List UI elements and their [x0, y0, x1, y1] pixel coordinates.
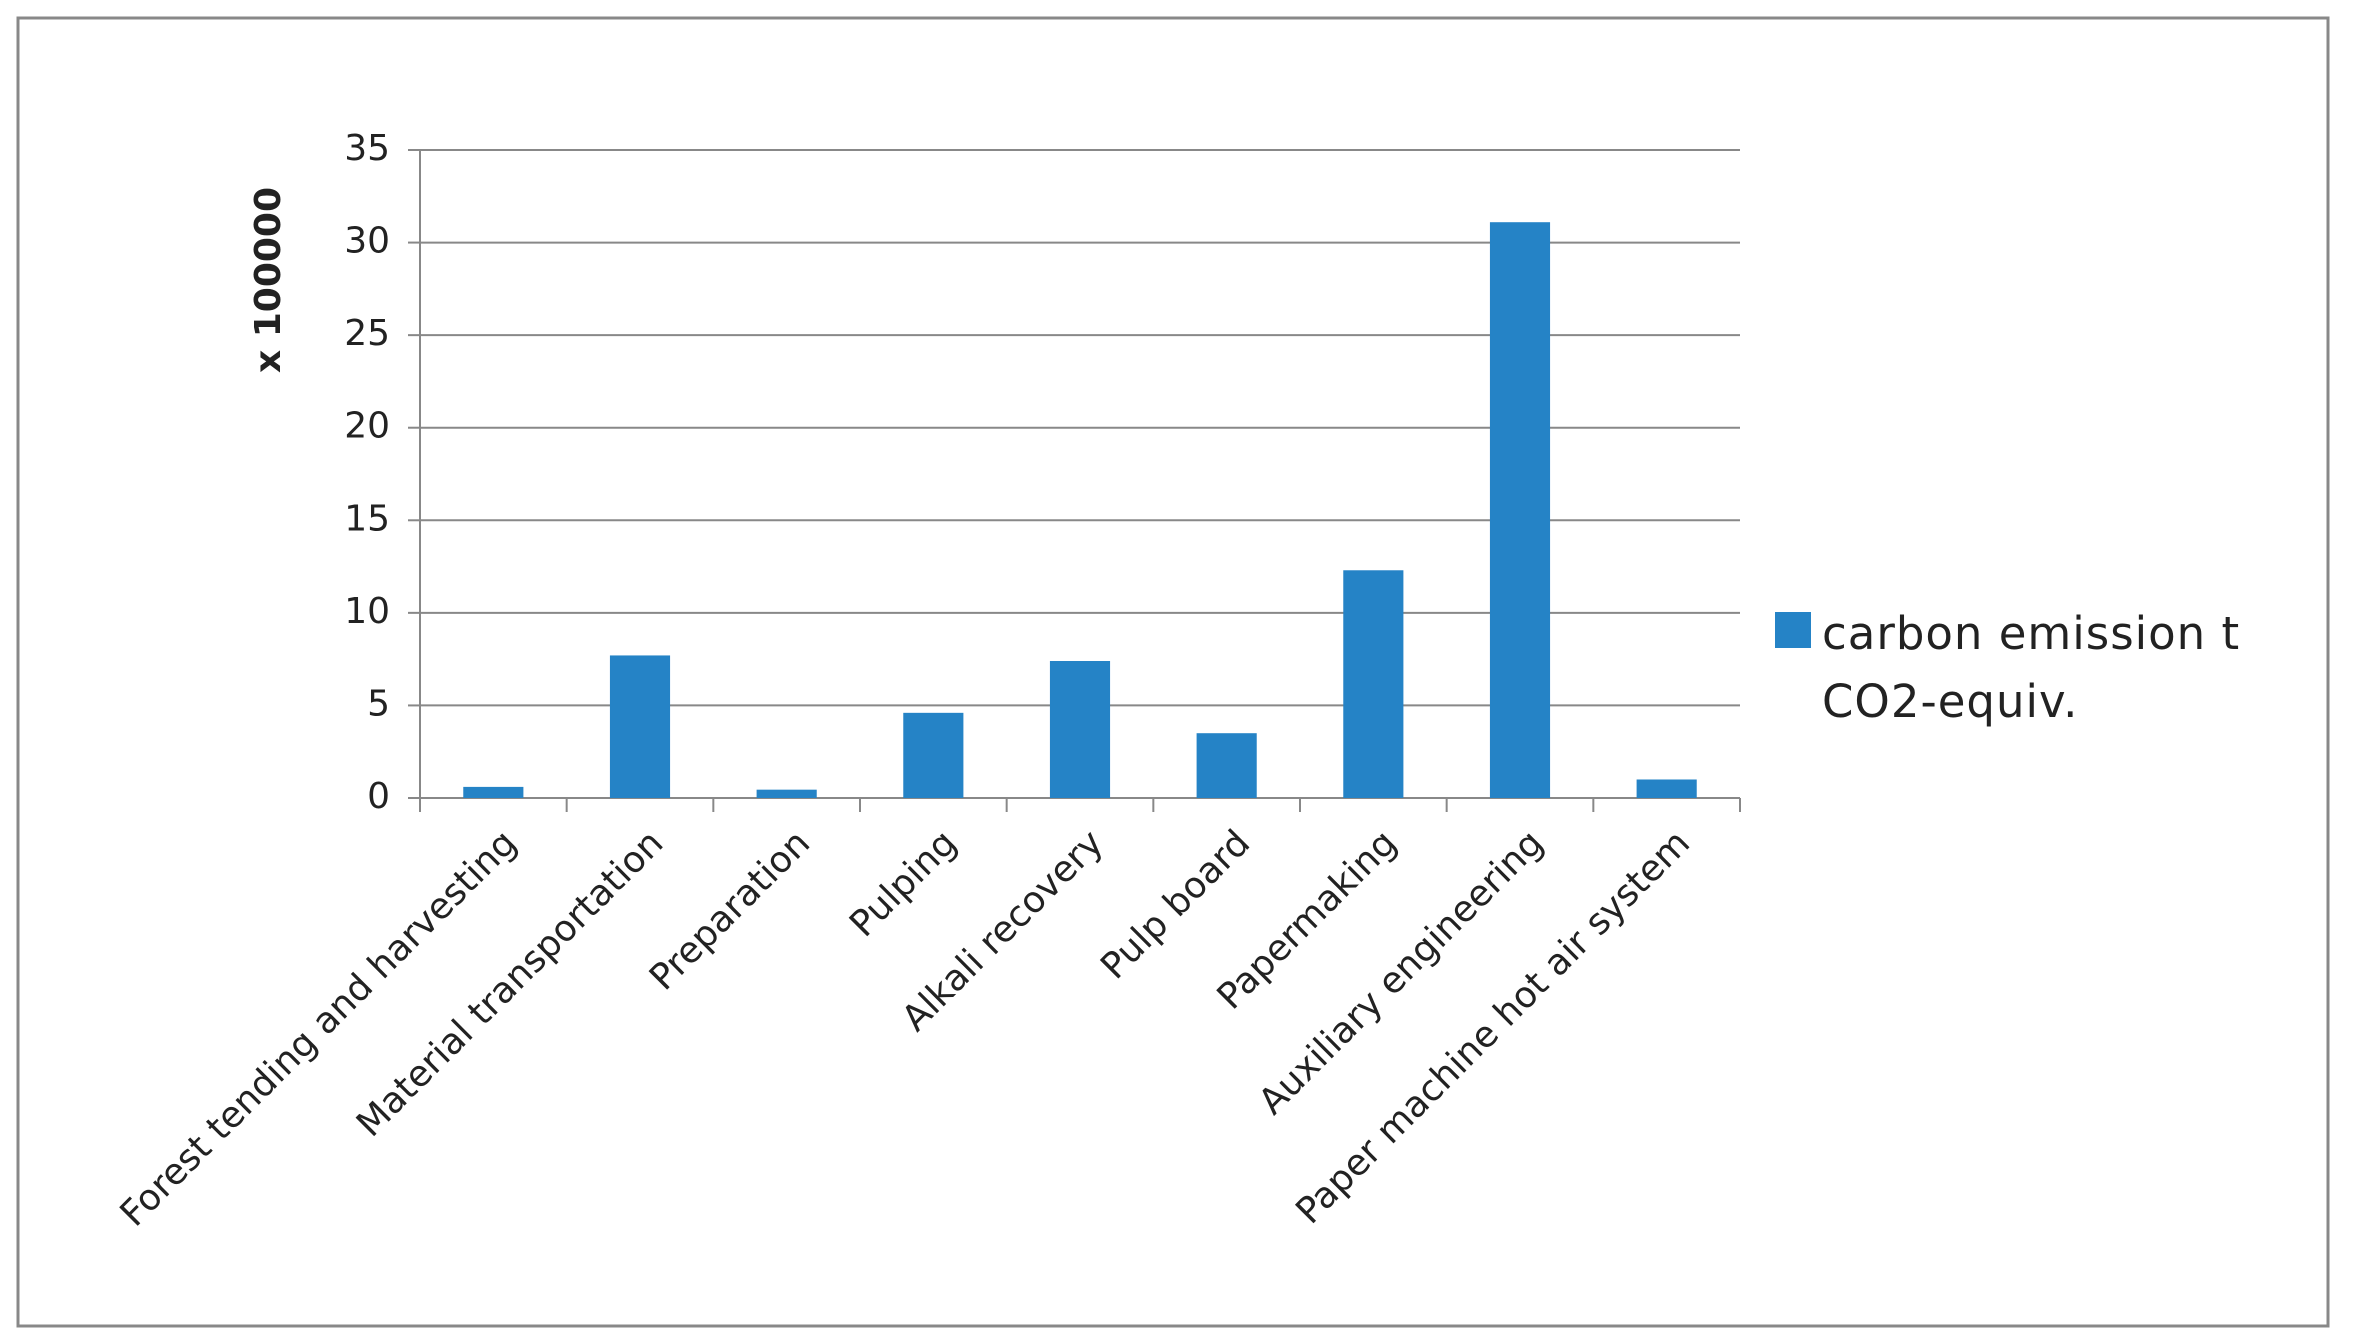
y-tick-label: 25 — [344, 313, 390, 354]
bar — [1489, 222, 1551, 799]
bar — [1049, 660, 1111, 798]
legend-label: carbon emission t CO2-equiv. — [1822, 607, 2241, 728]
y-tick-label: 10 — [344, 591, 390, 632]
legend-swatch — [1775, 612, 1811, 648]
bar — [463, 786, 524, 798]
bar — [756, 789, 817, 798]
y-tick-label: 15 — [344, 498, 390, 539]
x-tick-label: Pulping — [842, 822, 965, 945]
y-tick-label: 0 — [367, 776, 390, 817]
bar — [1196, 733, 1257, 798]
chart-frame — [16, 16, 2330, 1328]
y-tick-label: 30 — [344, 221, 390, 262]
x-tick-label: Auxiliary engineering — [1251, 822, 1551, 1122]
bar — [1636, 779, 1697, 798]
x-tick-label: Material transportation — [349, 822, 671, 1144]
y-axis-label: x 100000 — [248, 187, 289, 373]
y-tick-label: 35 — [344, 128, 390, 169]
y-tick-label: 20 — [344, 406, 390, 447]
bar — [609, 655, 671, 798]
y-tick-label: 5 — [367, 683, 390, 724]
bar — [1343, 570, 1404, 798]
x-tick-label: Pulp board — [1093, 822, 1258, 987]
bar — [903, 712, 964, 798]
